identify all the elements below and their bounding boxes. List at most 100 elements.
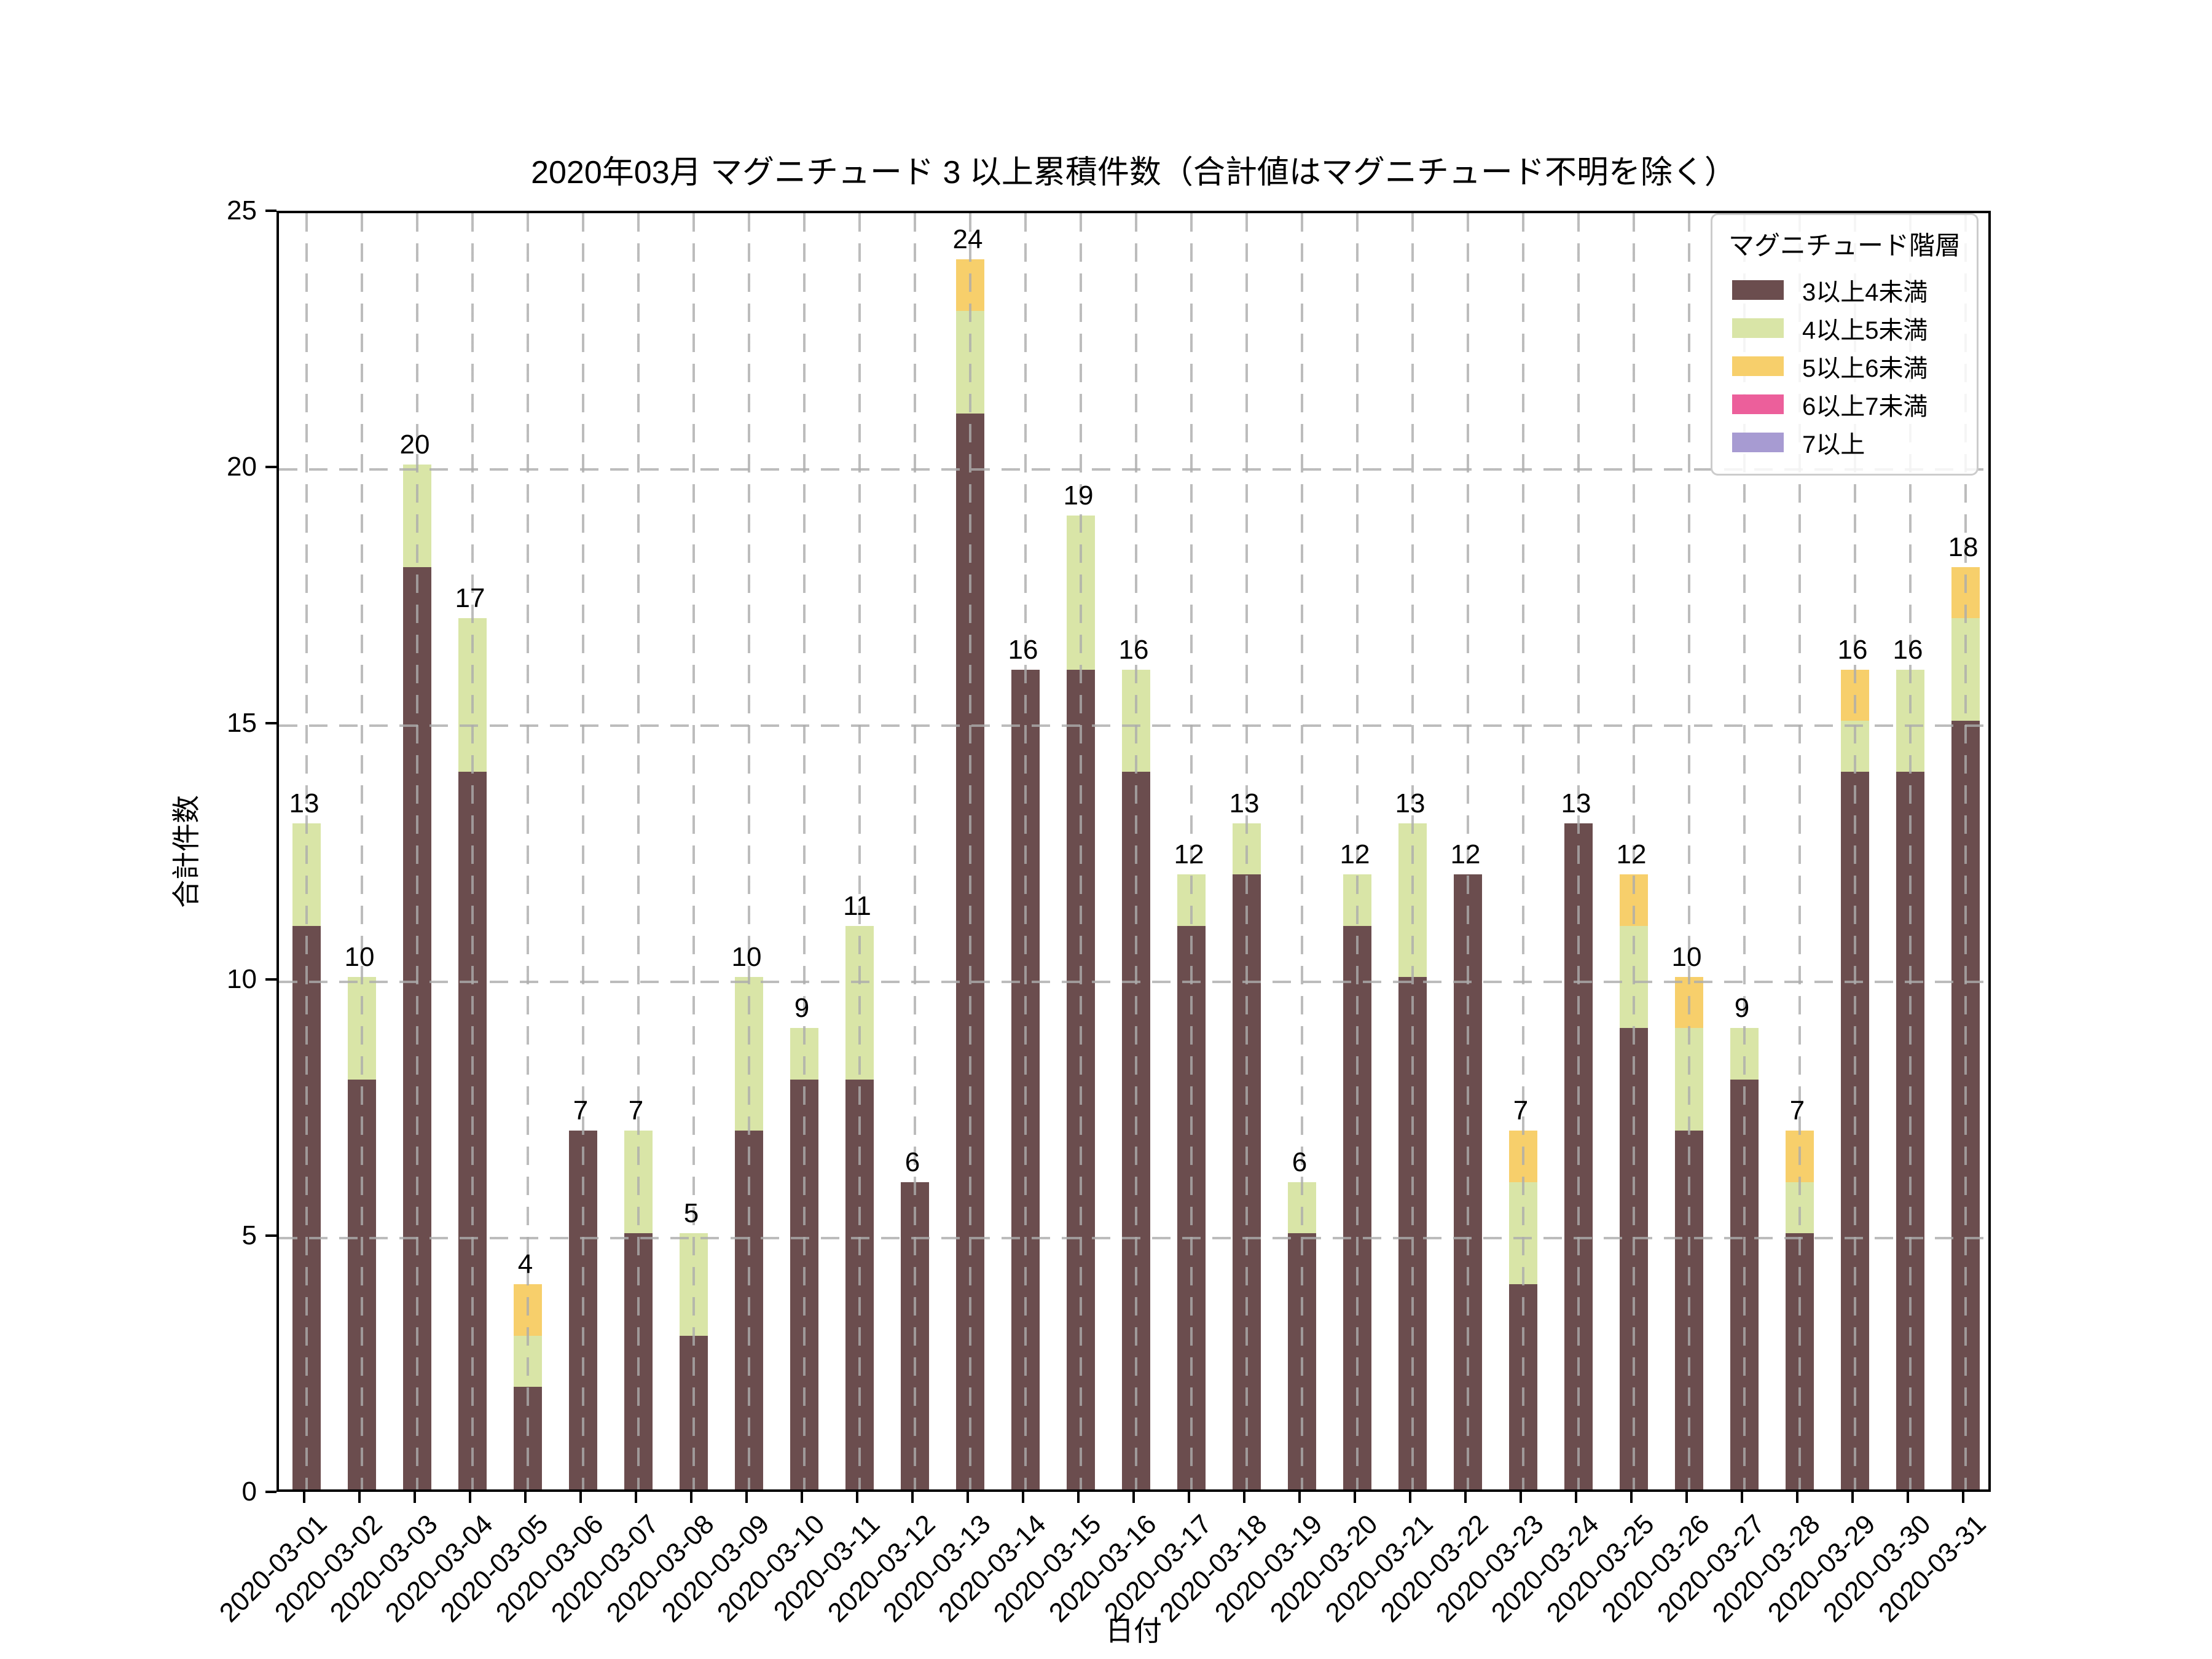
value-label: 16 xyxy=(1008,634,1038,665)
value-label: 6 xyxy=(904,1147,920,1177)
value-label: 13 xyxy=(1395,788,1426,818)
value-label: 16 xyxy=(1837,634,1868,665)
legend: マグニチュード階層 3以上4未満 4以上5未満 5以上6未満 6以上7未満 7以上 xyxy=(1710,213,1979,476)
bar xyxy=(1841,669,1869,1489)
value-label: 12 xyxy=(1174,839,1204,870)
x-tick-mark xyxy=(1741,1492,1743,1503)
bar-segment-4以上5未満 xyxy=(1067,516,1095,670)
x-tick-mark xyxy=(1188,1492,1190,1503)
x-tick-mark xyxy=(1022,1492,1024,1503)
bar-segment-4以上5未満 xyxy=(1620,925,1648,1029)
bar xyxy=(348,977,376,1489)
bar-segment-3以上4未満 xyxy=(956,413,984,1489)
bar-segment-4以上5未満 xyxy=(680,1233,708,1336)
value-label: 24 xyxy=(952,224,983,255)
x-tick-mark xyxy=(745,1492,748,1503)
bar-segment-5以上6未満 xyxy=(1509,1131,1537,1182)
value-label: 13 xyxy=(1561,788,1591,818)
chart-title: 2020年03月 マグニチュード 3 以上累積件数（合計値はマグニチュード不明を… xyxy=(531,155,1736,190)
bar-segment-3以上4未満 xyxy=(1509,1284,1537,1489)
bar-segment-4以上5未満 xyxy=(735,977,763,1131)
x-axis-title: 日付 xyxy=(1105,1615,1162,1647)
bar xyxy=(790,1028,818,1489)
x-tick-mark xyxy=(1907,1492,1909,1503)
bar xyxy=(1951,567,1980,1489)
x-tick-mark xyxy=(414,1492,416,1503)
legend-item: 5以上6未満 xyxy=(1728,347,1961,385)
legend-swatch xyxy=(1732,280,1784,300)
bar-segment-4以上5未満 xyxy=(1233,823,1261,875)
bar xyxy=(1122,669,1150,1489)
bar-segment-3以上4未満 xyxy=(1288,1233,1316,1489)
legend-swatch xyxy=(1732,318,1784,338)
value-label: 12 xyxy=(1339,839,1370,870)
bar-segment-5以上6未満 xyxy=(1786,1131,1814,1182)
bar-segment-5以上6未満 xyxy=(956,259,984,311)
y-tick-label: 15 xyxy=(227,708,257,738)
bar-segment-4以上5未満 xyxy=(348,977,376,1080)
value-label: 7 xyxy=(628,1096,644,1126)
bar-segment-3以上4未満 xyxy=(458,772,487,1489)
bar-segment-3以上4未満 xyxy=(1122,772,1150,1489)
value-label: 9 xyxy=(794,993,810,1024)
x-tick-mark xyxy=(358,1492,361,1503)
value-label: 10 xyxy=(1671,942,1702,972)
bar-segment-5以上6未満 xyxy=(1951,567,1980,619)
value-label: 12 xyxy=(1616,839,1647,870)
bar-segment-3以上4未満 xyxy=(1398,977,1427,1489)
bar-segment-5以上6未満 xyxy=(514,1284,542,1336)
bar xyxy=(1454,874,1482,1489)
bar xyxy=(1067,516,1095,1489)
value-label: 7 xyxy=(573,1096,589,1126)
bar-segment-5以上6未満 xyxy=(1675,977,1703,1029)
bar xyxy=(1233,823,1261,1489)
bar xyxy=(1730,1028,1759,1489)
bar xyxy=(569,1131,597,1489)
bar-segment-3以上4未満 xyxy=(1233,874,1261,1489)
bar-segment-4以上5未満 xyxy=(403,465,431,567)
x-tick-mark xyxy=(303,1492,305,1503)
x-tick-mark xyxy=(911,1492,914,1503)
value-label: 10 xyxy=(344,942,375,972)
y-tick-mark xyxy=(265,722,276,724)
legend-item: 7以上 xyxy=(1728,423,1961,461)
bar-segment-4以上5未満 xyxy=(1122,669,1150,772)
legend-label: 7以上 xyxy=(1802,431,1865,458)
value-label: 19 xyxy=(1063,480,1094,511)
value-label: 6 xyxy=(1292,1147,1308,1177)
value-label: 16 xyxy=(1118,634,1149,665)
value-label: 12 xyxy=(1450,839,1481,870)
bar-segment-5以上6未満 xyxy=(1620,874,1648,926)
value-label: 7 xyxy=(1789,1096,1805,1126)
value-label: 13 xyxy=(1229,788,1260,818)
x-tick-mark xyxy=(801,1492,803,1503)
bar xyxy=(1896,669,1924,1489)
y-tick-mark xyxy=(265,978,276,981)
bar xyxy=(624,1131,653,1489)
bar-segment-3以上4未満 xyxy=(514,1387,542,1489)
bar xyxy=(680,1233,708,1489)
bar-segment-3以上4未満 xyxy=(790,1079,818,1489)
bar-segment-3以上4未満 xyxy=(1786,1233,1814,1489)
bar-segment-4以上5未満 xyxy=(1675,1028,1703,1131)
value-label: 11 xyxy=(843,890,871,921)
bar xyxy=(1288,1182,1316,1489)
bar-segment-3以上4未満 xyxy=(680,1335,708,1489)
y-axis-title: 合計件数 xyxy=(166,211,203,1492)
bar-segment-4以上5未満 xyxy=(1398,823,1427,977)
bar-segment-3以上4未満 xyxy=(1011,669,1040,1489)
bar xyxy=(1011,669,1040,1489)
bar-segment-3以上4未満 xyxy=(1730,1079,1759,1489)
bar-segment-4以上5未満 xyxy=(1177,874,1206,926)
x-tick-mark xyxy=(469,1492,471,1503)
bar xyxy=(1786,1131,1814,1489)
value-label: 18 xyxy=(1948,531,1979,562)
bar-segment-3以上4未満 xyxy=(1454,874,1482,1489)
bar-segment-3以上4未満 xyxy=(1564,823,1593,1489)
bar-segment-4以上5未満 xyxy=(1288,1182,1316,1233)
value-label: 7 xyxy=(1513,1096,1529,1126)
bar-segment-3以上4未満 xyxy=(1896,772,1924,1489)
bar-segment-4以上5未満 xyxy=(1343,874,1371,926)
bar-segment-3以上4未満 xyxy=(1067,669,1095,1489)
